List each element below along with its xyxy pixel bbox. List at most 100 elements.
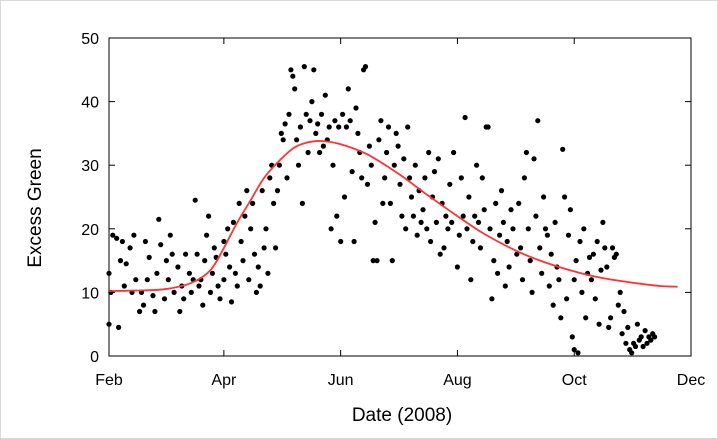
data-point (364, 181, 371, 187)
data-point (533, 213, 539, 219)
data-point (116, 324, 122, 330)
data-point (468, 277, 474, 283)
data-point (299, 200, 305, 206)
data-point (403, 226, 409, 232)
data-point (399, 213, 405, 219)
data-point (163, 258, 169, 264)
data-point (514, 251, 520, 257)
data-point (497, 232, 503, 238)
data-point (481, 207, 487, 213)
data-point (161, 296, 168, 302)
data-point (571, 347, 577, 353)
data-point (598, 267, 604, 273)
data-point (152, 308, 158, 315)
plot-area (108, 37, 692, 357)
data-point (330, 162, 336, 168)
data-point (487, 226, 493, 232)
data-point (560, 146, 566, 152)
data-point (397, 181, 403, 187)
data-point (472, 213, 478, 219)
fit-line (108, 140, 678, 292)
data-point (276, 162, 282, 168)
data-point (464, 226, 470, 232)
data-point (343, 124, 349, 130)
data-point (238, 238, 244, 245)
data-point (581, 226, 587, 232)
data-point (295, 162, 302, 168)
y-tick-label: 40 (81, 95, 99, 112)
data-point (485, 124, 491, 130)
data-point (542, 226, 549, 232)
data-point (242, 213, 248, 219)
data-point (223, 251, 229, 257)
y-axis-title: Excess Green (25, 148, 46, 267)
data-point (652, 334, 658, 340)
data-point (265, 270, 271, 276)
data-point (127, 245, 133, 251)
data-point (475, 219, 482, 225)
data-point (460, 213, 466, 219)
data-point (498, 188, 505, 194)
data-point (602, 245, 608, 251)
data-point (431, 169, 438, 175)
data-point (372, 219, 378, 225)
data-point (606, 324, 612, 330)
data-point (250, 200, 256, 206)
data-point (227, 264, 233, 270)
data-point (426, 149, 432, 156)
data-point (424, 226, 430, 232)
data-point (303, 111, 309, 117)
data-point (537, 245, 543, 251)
data-point (401, 156, 407, 162)
data-point (378, 118, 384, 124)
data-point (106, 321, 112, 327)
data-point (518, 245, 524, 251)
data-point (309, 99, 315, 105)
data-point (539, 270, 545, 276)
data-point (412, 162, 418, 168)
data-point (579, 289, 585, 295)
data-point (150, 293, 156, 299)
data-point (428, 238, 434, 245)
data-point (451, 149, 457, 156)
data-point (477, 245, 483, 251)
x-tick-label: Jun (328, 372, 354, 389)
data-point (384, 149, 390, 156)
data-point (458, 175, 464, 181)
data-point (391, 162, 397, 168)
data-point (506, 264, 512, 270)
data-point (385, 124, 392, 130)
data-point (114, 235, 120, 241)
data-point (234, 283, 240, 289)
data-point (313, 130, 319, 136)
data-point (594, 238, 600, 245)
data-point (257, 283, 263, 289)
data-point (117, 258, 124, 264)
data-point (110, 232, 116, 238)
data-point (443, 213, 449, 219)
data-point (202, 258, 208, 264)
data-point (583, 315, 589, 321)
data-point (263, 226, 269, 232)
data-point (474, 162, 480, 168)
data-point (305, 149, 311, 156)
data-point (140, 302, 147, 308)
data-point (491, 258, 497, 264)
data-point (619, 331, 625, 337)
data-point (569, 334, 575, 340)
data-point (351, 238, 357, 245)
data-point (640, 343, 646, 350)
data-point (395, 143, 401, 149)
data-point (408, 194, 415, 200)
data-point (479, 175, 485, 181)
data-point (271, 200, 277, 206)
x-tick-label: Aug (443, 372, 471, 389)
data-point (571, 277, 577, 283)
data-point (634, 321, 641, 327)
data-point (334, 213, 340, 219)
data-point (261, 245, 267, 251)
y-tick-label: 10 (81, 285, 99, 302)
data-point (307, 118, 313, 124)
y-tick-label: 50 (81, 31, 99, 48)
data-point (623, 340, 629, 346)
